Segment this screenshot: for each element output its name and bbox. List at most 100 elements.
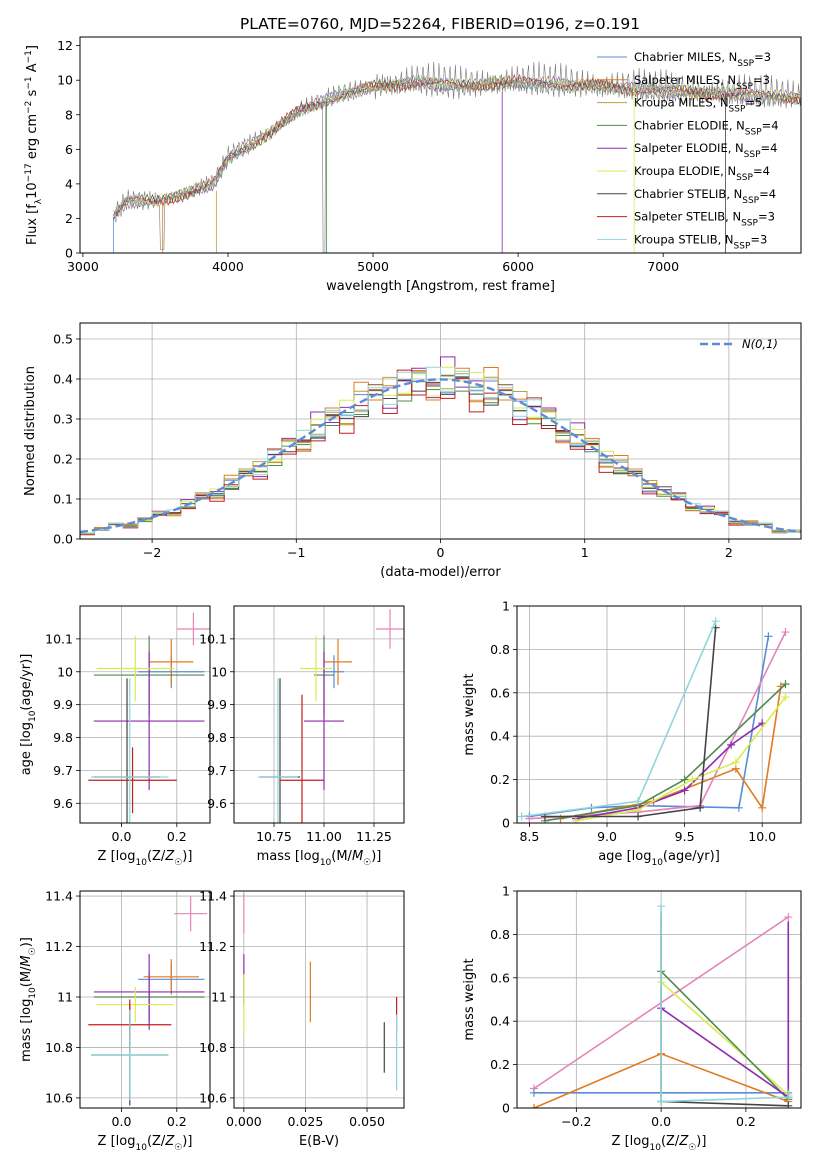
label-fragment: )] — [19, 937, 34, 947]
label-subscript: ☉ — [174, 1143, 182, 1153]
mass-vs-z-ylabel: mass [log10(M/M☉)] — [19, 937, 38, 1062]
residuals-ytick-label: 0.0 — [53, 532, 73, 547]
label-subscript: 10 — [320, 858, 332, 868]
age-vs-mass-xlabel: mass [log10(M/M☉)] — [257, 849, 382, 868]
weight-marker — [657, 902, 666, 911]
normal-curve — [80, 378, 801, 534]
weight-marker — [781, 628, 790, 637]
age-vs-mass-ytick-label: 9.6 — [207, 796, 227, 811]
residuals-ylabel: Normed distribution — [23, 366, 38, 496]
label-fragment: A — [25, 63, 40, 76]
residuals-ytick-label: 0.1 — [53, 492, 73, 507]
label-fragment: =3 — [758, 210, 775, 224]
weight-vs-age-ylabel: mass weight — [462, 673, 477, 755]
legend-entry: Salpeter MILES, NSSP=3 — [634, 73, 770, 92]
age-vs-mass-ytick-label: 9.9 — [207, 697, 227, 712]
age-vs-z-ytick-label: 9.8 — [53, 730, 73, 745]
age-vs-mass-points — [258, 609, 404, 823]
label-fragment: −1 — [24, 50, 34, 63]
weight-line — [529, 631, 787, 820]
age-vs-z-ytick-label: 10 — [57, 664, 73, 679]
label-fragment: SSP — [741, 219, 758, 229]
figure-title: PLATE=0760, MJD=52264, FIBERID=0196, z=0… — [240, 15, 640, 33]
mass-vs-ebv-xtick-label: 0.050 — [349, 1114, 385, 1129]
label-fragment: (Z/ — [147, 1134, 166, 1149]
mass-vs-z-points — [88, 896, 208, 1106]
residuals-xlabel: (data-model)/error — [380, 565, 501, 580]
spectrum-xtick-label: 5000 — [357, 259, 389, 274]
mass-vs-ebv-xlabel: E(B-V) — [299, 1134, 339, 1149]
label-fragment: SSP — [734, 241, 751, 251]
label-fragment: Z [ — [98, 1134, 116, 1149]
weight-vs-age-ytick-label: 0.4 — [490, 729, 510, 744]
weight-line — [544, 627, 717, 818]
spectrum-lines — [112, 61, 801, 253]
label-fragment: Kroupa STELIB, N — [634, 232, 734, 246]
weight-vs-z-ylabel: mass weight — [462, 958, 477, 1040]
weight-vs-z-ytick-label: 0.6 — [490, 970, 510, 985]
weight-vs-age-ytick-label: 0 — [502, 816, 510, 831]
age-vs-mass-ytick-label: 9.8 — [207, 730, 227, 745]
label-fragment: =4 — [762, 118, 779, 132]
residuals-xtick-label: 1 — [581, 545, 589, 560]
age-vs-z-ytick-label: 10.1 — [45, 631, 73, 646]
weight-marker — [784, 1093, 793, 1102]
age-vs-z-frame — [79, 605, 211, 824]
mass-vs-z-ytick-label: 11.4 — [45, 889, 73, 904]
age-vs-z-ytick-label: 9.7 — [53, 763, 73, 778]
label-fragment: −17 — [24, 163, 34, 182]
weight-vs-z-ytick-label: 0.8 — [490, 927, 510, 942]
legend-entry: Chabrier STELIB, NSSP=4 — [634, 187, 776, 206]
weight-line — [660, 1007, 789, 1098]
label-fragment: log — [116, 1134, 136, 1149]
weight-vs-age-ytick-label: 0.2 — [490, 772, 510, 787]
spectrum-ytick-label: 12 — [57, 38, 73, 53]
label-fragment: Salpeter STELIB, N — [634, 210, 741, 224]
label-fragment: M — [352, 849, 363, 864]
label-subscript: 10 — [136, 858, 148, 868]
weight-line — [661, 1100, 789, 1107]
label-fragment: (age/yr)] — [19, 654, 34, 711]
label-fragment: )] — [182, 1134, 192, 1149]
label-fragment: −2 — [24, 101, 34, 114]
label-fragment: 10 — [25, 182, 40, 199]
residuals-ytick-label: 0.2 — [53, 452, 73, 467]
residuals-ytick-label: 0.4 — [53, 372, 73, 387]
legend-entry: Chabrier MILES, NSSP=3 — [634, 50, 771, 69]
label-fragment: Z [ — [612, 1134, 630, 1149]
mass-vs-ebv-panel: 0.000 0.025 0.050 10.6 10.8 11 11.2 11.4 E(B-V) — [199, 889, 405, 1149]
weight-marker — [517, 812, 526, 821]
weight-vs-z-lines — [529, 902, 793, 1108]
age-vs-mass-ytick-label: 10 — [211, 664, 227, 679]
label-subscript: 10 — [28, 987, 38, 999]
label-fragment: SSP — [744, 150, 761, 160]
weight-marker — [758, 803, 767, 812]
label-fragment: log — [300, 849, 320, 864]
weight-vs-z-frame — [516, 890, 802, 1109]
weight-marker — [657, 1097, 666, 1106]
mass-vs-ebv-ytick-label: 10.6 — [199, 1090, 227, 1105]
label-fragment: SSP — [737, 59, 754, 69]
label-fragment: =5 — [745, 96, 762, 110]
residuals-xtick-label: 2 — [725, 545, 733, 560]
weight-vs-z-xtick-label: −0.2 — [561, 1114, 591, 1129]
weight-vs-z-ytick-label: 0.2 — [490, 1057, 510, 1072]
weight-vs-z-ytick-label: 1 — [502, 884, 510, 899]
spectrum-legend: Chabrier MILES, NSSP=3 Salpeter MILES, NS… — [597, 50, 779, 251]
mass-vs-z-frame — [79, 890, 211, 1109]
label-fragment: log — [116, 849, 136, 864]
weight-marker — [571, 816, 580, 823]
weight-vs-z-xtick-label: 0.2 — [736, 1114, 756, 1129]
weight-line — [660, 906, 789, 1103]
label-fragment: s — [25, 89, 40, 100]
label-fragment: erg cm — [25, 114, 40, 163]
label-subscript: ☉ — [174, 858, 182, 868]
age-vs-z-xlabel: Z [log10(Z/Z☉)] — [98, 849, 193, 868]
legend-entry: Salpeter ELODIE, NSSP=4 — [634, 141, 777, 160]
age-vs-z-xtick-label: 0.0 — [112, 829, 132, 844]
weight-vs-age-frame — [516, 605, 802, 824]
age-vs-mass-xtick-label: 10.75 — [256, 829, 292, 844]
weight-marker — [781, 693, 790, 702]
weight-line — [660, 970, 789, 1100]
spectrum-xlabel: wavelength [Angstrom, rest frame] — [326, 279, 555, 294]
